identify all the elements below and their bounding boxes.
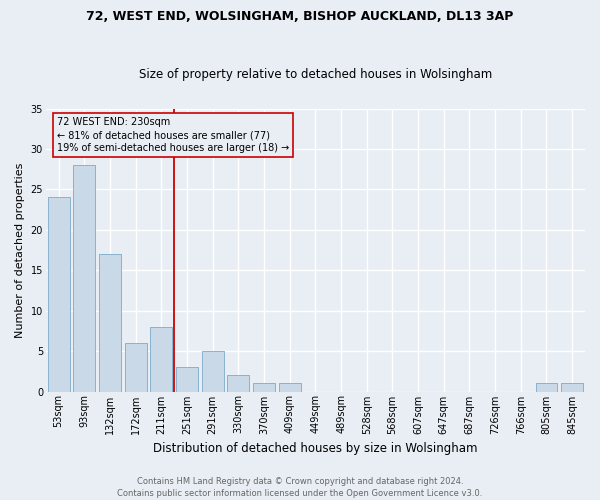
Bar [99, 254, 121, 392]
Bar [279, 384, 301, 392]
Bar [125, 343, 146, 392]
Y-axis label: Number of detached properties: Number of detached properties [15, 162, 25, 338]
Bar [151, 327, 172, 392]
Bar [73, 165, 95, 392]
Bar [202, 351, 224, 392]
Bar [227, 376, 250, 392]
Text: Contains HM Land Registry data © Crown copyright and database right 2024.
Contai: Contains HM Land Registry data © Crown c… [118, 476, 482, 498]
Bar [48, 198, 70, 392]
Title: Size of property relative to detached houses in Wolsingham: Size of property relative to detached ho… [139, 68, 492, 81]
Bar [561, 384, 583, 392]
Text: 72 WEST END: 230sqm
← 81% of detached houses are smaller (77)
19% of semi-detach: 72 WEST END: 230sqm ← 81% of detached ho… [56, 117, 289, 154]
Bar [176, 368, 198, 392]
X-axis label: Distribution of detached houses by size in Wolsingham: Distribution of detached houses by size … [153, 442, 478, 455]
Text: 72, WEST END, WOLSINGHAM, BISHOP AUCKLAND, DL13 3AP: 72, WEST END, WOLSINGHAM, BISHOP AUCKLAN… [86, 10, 514, 23]
Bar [253, 384, 275, 392]
Bar [536, 384, 557, 392]
